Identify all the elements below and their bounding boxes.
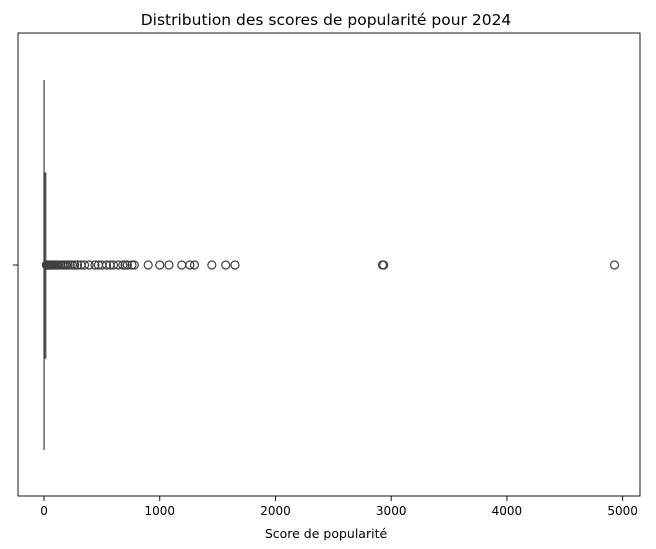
x-axis: 0 1000 2000 3000 4000 5000 xyxy=(40,496,638,518)
x-tick-label: 2000 xyxy=(260,504,291,518)
x-tick-label: 5000 xyxy=(607,504,638,518)
plot-frame xyxy=(17,32,641,497)
outlier-point xyxy=(177,260,187,270)
outlier-point xyxy=(379,260,389,270)
outlier-point xyxy=(72,260,83,270)
outlier-point xyxy=(129,260,139,270)
outlier-point xyxy=(164,260,174,270)
x-tick-label: 4000 xyxy=(492,504,523,518)
outlier-point xyxy=(185,260,195,270)
outlier-point xyxy=(108,260,119,270)
x-tick-label: 0 xyxy=(40,504,48,518)
outlier-point xyxy=(79,260,90,270)
outlier-point xyxy=(207,260,217,270)
outlier-point xyxy=(122,260,132,270)
x-tick-label: 3000 xyxy=(376,504,407,518)
outlier-point xyxy=(113,260,123,270)
outlier-point xyxy=(70,260,80,270)
outlier-point xyxy=(143,260,153,270)
outlier-point xyxy=(230,260,240,270)
outlier-point xyxy=(90,260,100,270)
outlier-point xyxy=(118,260,128,270)
outlier-point xyxy=(84,260,94,270)
outlier-point xyxy=(155,260,165,270)
outlier-point xyxy=(67,260,77,270)
x-axis-label: Score de popularité xyxy=(265,526,388,541)
outlier-point xyxy=(609,260,620,270)
outlier-point xyxy=(127,260,137,270)
outlier-point xyxy=(101,260,112,270)
chart-title: Distribution des scores de popularité po… xyxy=(141,11,512,29)
plot-area xyxy=(41,80,620,450)
outlier-point xyxy=(120,260,130,270)
outlier-point xyxy=(221,260,231,270)
x-tick-label: 1000 xyxy=(144,504,175,518)
outlier-point xyxy=(189,260,200,270)
